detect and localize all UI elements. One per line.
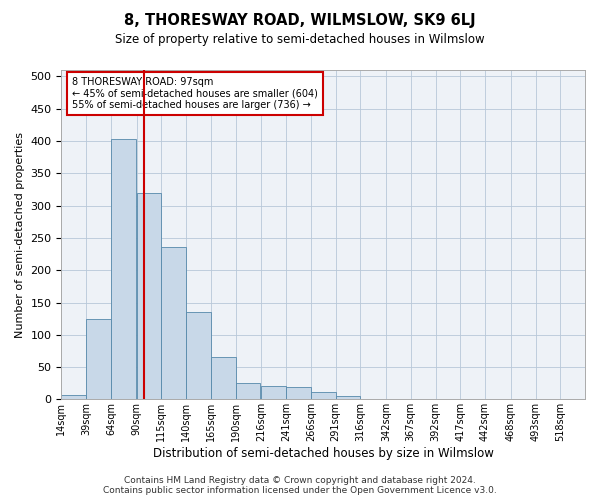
Bar [61, 395, 86, 400]
Bar [335, 396, 361, 400]
Bar [161, 247, 186, 400]
Bar [361, 399, 385, 400]
Text: Size of property relative to semi-detached houses in Wilmslow: Size of property relative to semi-detach… [115, 32, 485, 46]
Y-axis label: Number of semi-detached properties: Number of semi-detached properties [15, 132, 25, 338]
Bar [511, 399, 536, 400]
Bar [286, 387, 311, 400]
Bar [86, 320, 111, 400]
Bar [111, 139, 136, 400]
Bar [186, 312, 211, 400]
Text: 8 THORESWAY ROAD: 97sqm
← 45% of semi-detached houses are smaller (604)
55% of s: 8 THORESWAY ROAD: 97sqm ← 45% of semi-de… [72, 76, 318, 110]
Bar [137, 192, 161, 400]
Bar [411, 399, 436, 400]
Text: Contains HM Land Registry data © Crown copyright and database right 2024.
Contai: Contains HM Land Registry data © Crown c… [103, 476, 497, 495]
X-axis label: Distribution of semi-detached houses by size in Wilmslow: Distribution of semi-detached houses by … [153, 447, 494, 460]
Text: 8, THORESWAY ROAD, WILMSLOW, SK9 6LJ: 8, THORESWAY ROAD, WILMSLOW, SK9 6LJ [124, 12, 476, 28]
Bar [262, 386, 286, 400]
Bar [236, 384, 260, 400]
Bar [311, 392, 335, 400]
Bar [211, 358, 236, 400]
